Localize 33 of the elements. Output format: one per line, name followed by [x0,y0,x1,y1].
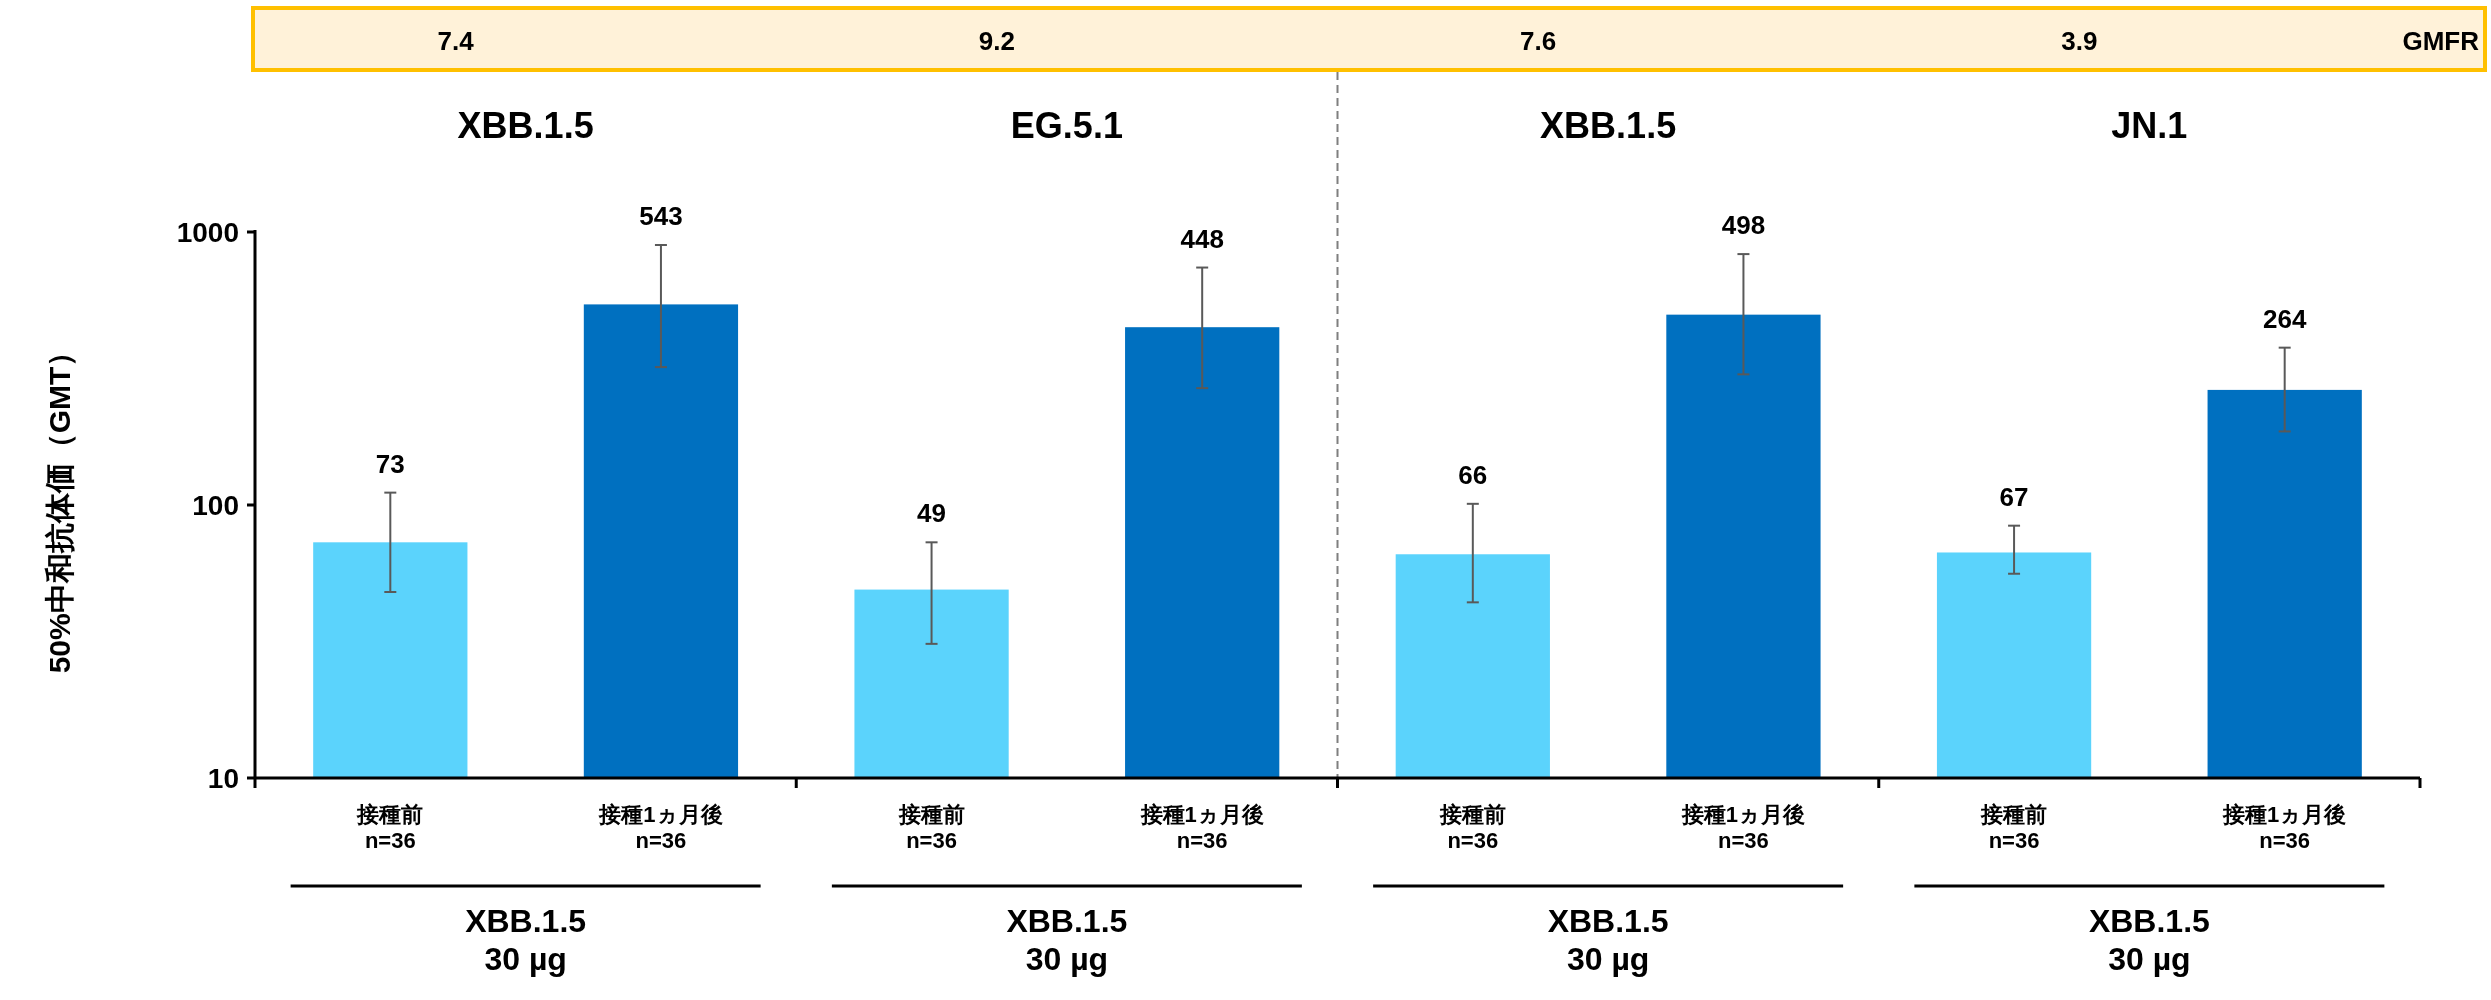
data-label: 498 [1721,210,1766,241]
y-tick-label: 1000 [176,217,239,248]
y-axis-title: 50%中和抗体価（GMT） [43,336,76,674]
text: XBB.1.5 [457,105,594,146]
text: GMFR [2402,26,2480,56]
data-label: 66 [1458,459,1488,490]
y-tick-label: 100 [192,490,239,521]
x-tick-label: 接種前 n=36 [1438,802,1506,854]
x-tick-label: 接種1ヵ月後 n=36 [1680,802,1806,854]
data-label: 448 [1180,223,1224,254]
text: 7.4 [437,26,475,56]
x-tick-label: 接種前 n=36 [897,802,965,854]
text: XBB.1.5 30 µg [1547,903,1669,978]
text: XBB.1.5 30 µg [1006,903,1128,978]
text: XBB.1.5 30 µg [465,903,587,978]
x-tick-label: 接種1ヵ月後 n=36 [1139,802,1264,854]
text: 7.6 [1520,26,1557,56]
y-tick-label: 10 [207,763,239,794]
text: 3.9 [2061,26,2098,56]
x-tick-label: 接種1ヵ月後 n=36 [2222,802,2347,854]
x-tick-label: 接種前 n=36 [356,802,424,854]
data-label: 67 [1999,481,2029,512]
text: 9.2 [978,26,1015,56]
text: JN.1 [2111,105,2188,146]
data-label: 264 [2262,303,2307,334]
x-tick-label: 接種前 n=36 [1980,802,2048,854]
data-label: 73 [375,448,405,479]
data-label: 49 [917,498,947,529]
data-label: 543 [639,201,683,232]
x-tick-label: 接種1ヵ月後 n=36 [598,802,723,854]
text: XBB.1.5 30 µg [2088,903,2210,978]
text: XBB.1.5 [1540,105,1677,146]
text: EG.5.1 [1010,105,1123,146]
